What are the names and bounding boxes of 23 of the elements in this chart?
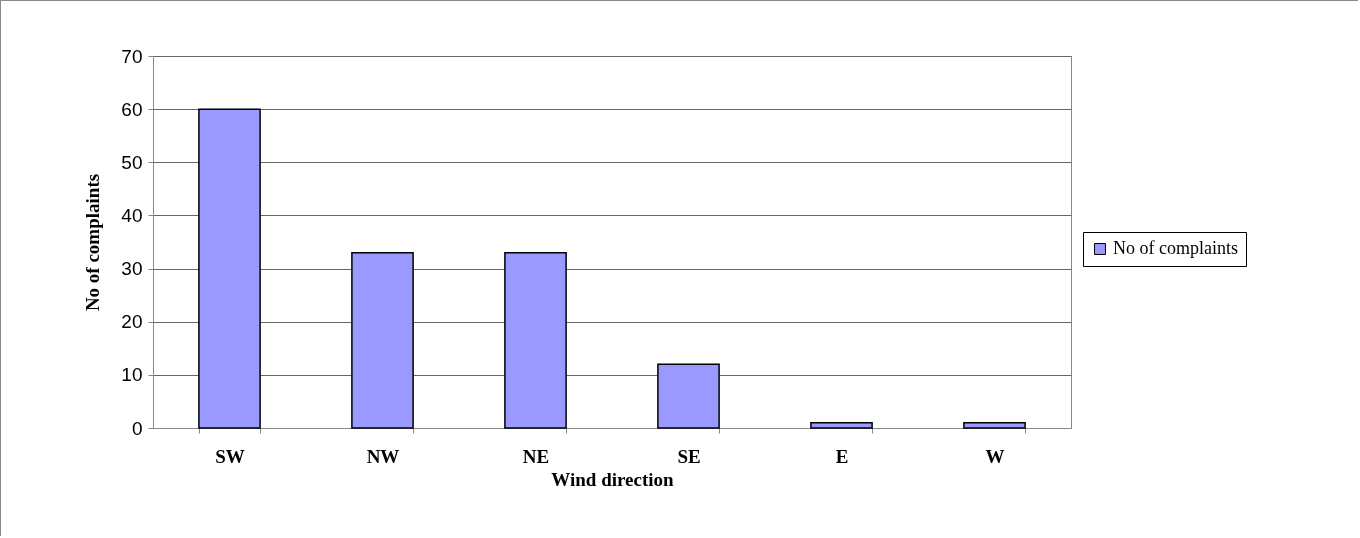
y-tick-label: 0 [131,417,143,439]
y-tick-label: 30 [121,258,143,280]
x-tick-label: NW [366,445,400,467]
x-tick-label: SE [677,445,701,467]
bar [810,421,873,429]
y-tick-label: 60 [121,98,143,120]
bar [351,251,414,429]
bar [963,421,1026,429]
legend-label: No of complaints [1113,238,1238,258]
x-tick-label: SW [215,445,245,467]
y-tick-label: 40 [121,204,143,226]
bar [504,251,567,429]
y-tick-label: 50 [121,151,143,173]
y-tick-label: 10 [121,364,143,386]
y-tick-label: 70 [121,45,143,67]
bar [198,108,261,429]
x-tick-label: W [985,445,1005,467]
x-tick-label: E [835,445,849,467]
bar [657,363,720,429]
x-tick-label: NE [522,445,550,467]
x-axis-title: Wind direction [551,468,675,490]
y-tick-label: 20 [121,311,143,333]
y-axis-title: No of complaints [82,173,104,312]
